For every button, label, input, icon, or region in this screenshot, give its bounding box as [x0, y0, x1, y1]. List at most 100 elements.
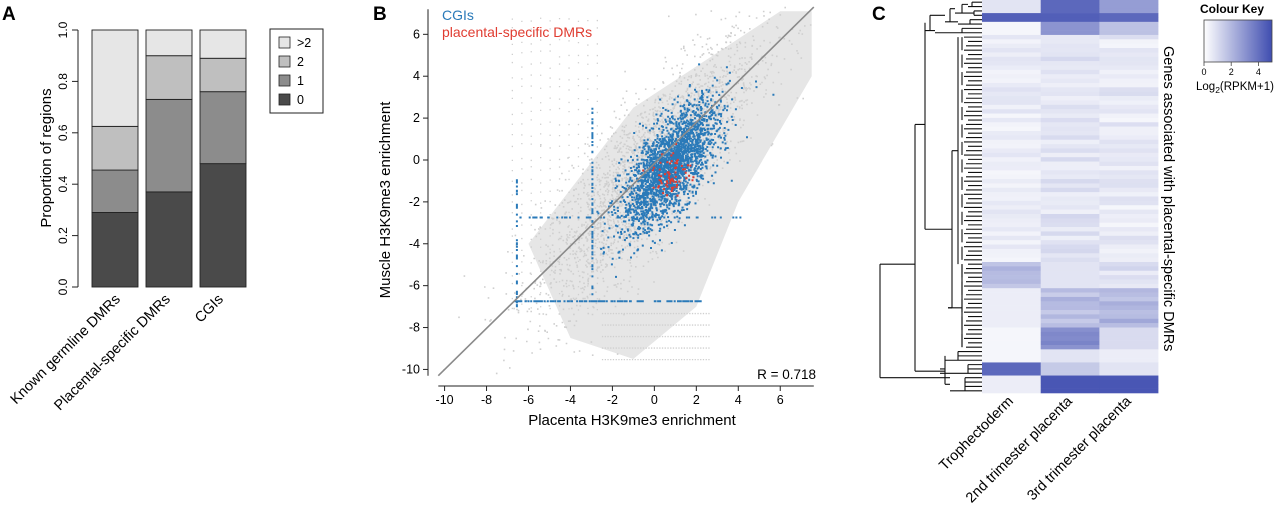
heatmap-cell — [982, 43, 1041, 49]
heatmap-cell — [1099, 288, 1159, 293]
heatmap-cell — [982, 384, 1041, 389]
heatmap-cell — [1099, 336, 1159, 341]
heatmap-cell — [1040, 161, 1100, 167]
y-tick-label: -2 — [409, 195, 420, 209]
heatmap-cell — [982, 157, 1041, 162]
heatmap-cell — [1040, 65, 1100, 71]
heatmap-cell — [1040, 13, 1100, 18]
heatmap-cell — [1099, 187, 1159, 193]
heatmap-cell — [1040, 183, 1100, 189]
heatmap-cell — [1099, 65, 1159, 71]
heatmap-cell — [982, 17, 1041, 23]
heatmap-cell — [982, 205, 1041, 210]
heatmap-cell — [1099, 131, 1159, 136]
heatmap-cell — [1099, 21, 1159, 27]
y-tick-label: 0.6 — [56, 124, 70, 141]
heatmap-cell — [1099, 179, 1159, 184]
panel-a-y-axis-label: Proportion of regions — [38, 88, 55, 227]
heatmap-cell — [1040, 52, 1100, 58]
colour-key: Colour Key 0 2 4 Log2(RPKM+1) — [1196, 2, 1274, 95]
heatmap-cell — [1040, 270, 1100, 276]
y-tick-label: -6 — [409, 279, 420, 293]
heatmap-cell — [1040, 74, 1100, 79]
heatmap-cell — [1040, 187, 1100, 193]
heatmap-cell — [982, 366, 1041, 372]
legend-swatch — [278, 74, 291, 87]
heatmap-cell — [982, 4, 1041, 10]
heatmap-cell — [1040, 318, 1100, 324]
heatmap-cell — [982, 288, 1041, 293]
heatmap-cell — [1099, 13, 1159, 18]
bar-segment — [199, 57, 247, 93]
heatmap-cell — [982, 388, 1041, 394]
heatmap-cell — [1040, 148, 1100, 154]
heatmap-cell — [1099, 340, 1159, 346]
heatmap-cell — [1040, 144, 1100, 149]
heatmap-cell — [982, 52, 1041, 58]
heatmap-cell — [1040, 227, 1100, 232]
heatmap-cell — [1040, 353, 1100, 359]
heatmap-cell — [1040, 122, 1100, 127]
heatmap-cell — [982, 275, 1041, 280]
panel-c: C Genes associated with placental-specif… — [872, 0, 1274, 506]
heatmap-cell — [982, 310, 1041, 315]
heatmap-cell — [982, 91, 1041, 97]
heatmap-cell — [1099, 222, 1159, 228]
legend-label: 2 — [297, 55, 304, 69]
heatmap-cell — [1099, 270, 1159, 276]
heatmap-cell — [1040, 200, 1100, 206]
heatmap-cell — [1099, 235, 1159, 241]
colour-key-title: Colour Key — [1200, 2, 1264, 16]
heatmap-cell — [1099, 104, 1159, 110]
heatmap-cell — [1040, 26, 1100, 31]
heatmap-cell — [1040, 209, 1100, 215]
y-tick-label: -10 — [402, 362, 420, 376]
heatmap-cell — [1040, 301, 1100, 306]
column-label-3rd-trimester-placenta: 3rd trimester placenta — [1024, 393, 1135, 504]
heatmap-cell — [1040, 4, 1100, 10]
heatmap-cell — [1099, 358, 1159, 363]
bar-segment — [91, 212, 139, 288]
heatmap-cell — [1099, 113, 1159, 119]
heatmap-cell — [1099, 362, 1159, 368]
heatmap-cell — [1040, 244, 1100, 250]
heatmap-cell — [982, 144, 1041, 149]
heatmap-cell — [1099, 353, 1159, 359]
heatmap-cell — [1099, 323, 1159, 328]
heatmap-cell — [982, 213, 1041, 219]
heatmap-cell — [1040, 349, 1100, 354]
heatmap-cell — [1099, 262, 1159, 267]
heatmap-cell — [982, 65, 1041, 71]
heatmap-cell — [1040, 310, 1100, 315]
heatmap-cell — [982, 240, 1041, 245]
heatmap-cell — [1040, 131, 1100, 136]
x-tick-label: 0 — [651, 393, 658, 407]
heatmap-cell — [1099, 144, 1159, 149]
colour-key-ticks: 0 2 4 — [1201, 62, 1261, 77]
heatmap-cell — [1040, 362, 1100, 368]
heatmap-cell — [982, 257, 1041, 263]
heatmap-cell — [1040, 96, 1100, 101]
heatmap-cell — [1040, 292, 1100, 298]
heatmap-cell — [982, 82, 1041, 88]
heatmap-cell — [1040, 358, 1100, 363]
colour-key-label: Log2(RPKM+1) — [1196, 81, 1274, 95]
heatmap-cell — [982, 222, 1041, 228]
legend-cgis: CGIs — [442, 7, 474, 23]
heatmap-cell — [982, 283, 1041, 289]
colour-key-gradient — [1203, 19, 1273, 63]
x-tick-label: -6 — [523, 393, 534, 407]
heatmap-cell — [982, 117, 1041, 123]
heatmap-cell — [1040, 69, 1100, 75]
bar-segment — [91, 29, 139, 127]
heatmap-cell — [982, 379, 1041, 385]
heatmap-cell — [1099, 126, 1159, 132]
y-tick-label: -4 — [409, 237, 420, 251]
heatmap-cell — [982, 122, 1041, 127]
heatmap-cell — [982, 353, 1041, 359]
panel-b: B -10 -8 -6 -4 -2 0 2 4 6 6 4 2 0 -2 -4 -6 -8 -10 Placent… — [373, 4, 816, 429]
heatmap-cell — [1099, 109, 1159, 114]
heatmap-cell — [1099, 78, 1159, 84]
correlation-annotation: R = 0.718 — [757, 367, 816, 382]
